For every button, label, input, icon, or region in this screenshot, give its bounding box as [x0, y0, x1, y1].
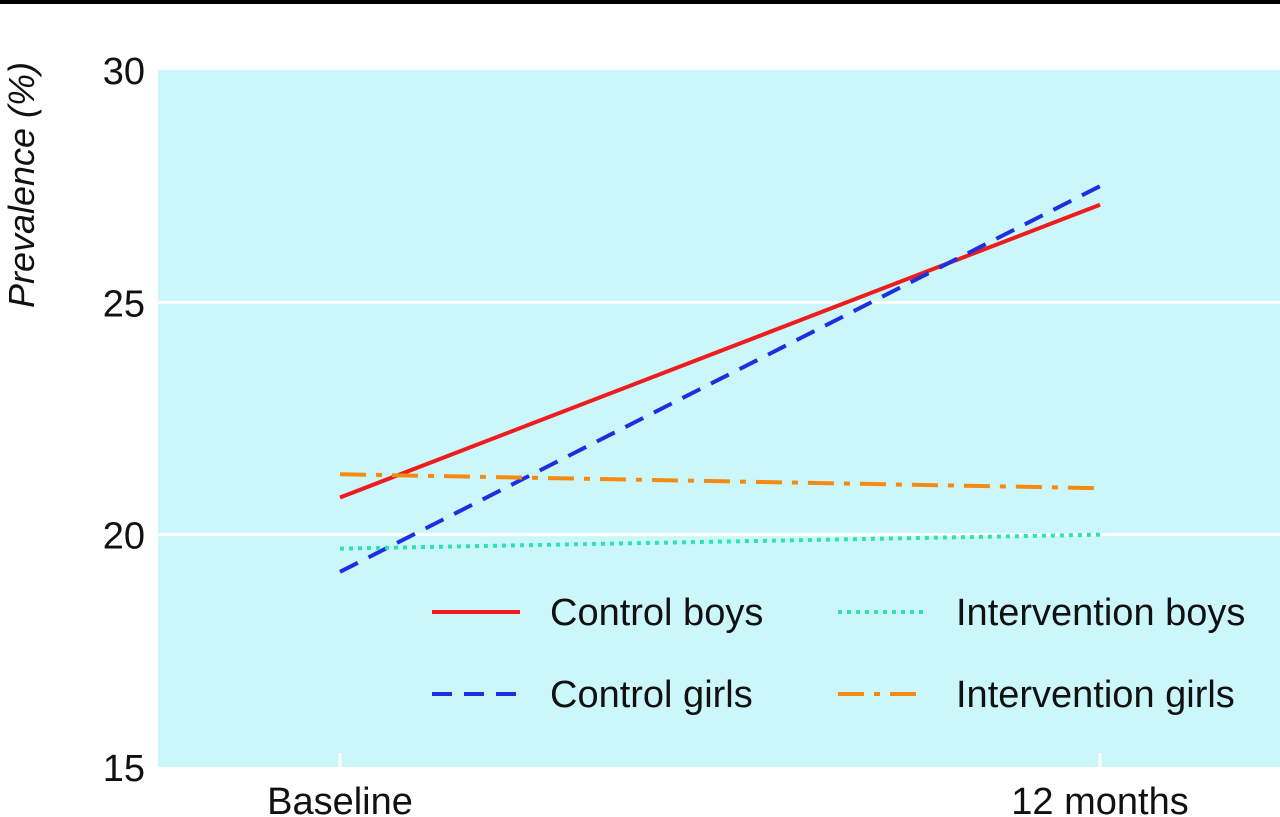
legend-label: Intervention boys: [956, 592, 1245, 634]
y-tick-label: 30: [103, 51, 145, 93]
grid: [158, 300, 1280, 537]
series-line: [339, 532, 1101, 551]
series-line: [339, 472, 1101, 491]
y-axis-title: Prevalence (%): [1, 62, 42, 308]
y-tick-label: 15: [103, 748, 145, 790]
x-tick-labels: Baseline 12 months: [267, 781, 1189, 817]
x-tick-label: Baseline: [267, 781, 413, 817]
y-tick-label: 25: [103, 283, 145, 325]
series-line: [339, 184, 1101, 574]
x-ticks: [338, 753, 1102, 767]
series-lines: [339, 184, 1101, 574]
y-tick-label: 20: [103, 516, 145, 558]
x-tick-label: 12 months: [1011, 781, 1188, 817]
legend-label: Control girls: [550, 674, 753, 716]
legend: Control boys Control girls Intervention bo…: [432, 592, 1245, 716]
top-rule: [0, 0, 1280, 4]
legend-label: Intervention girls: [956, 674, 1235, 716]
series-line: [339, 202, 1101, 500]
legend-label: Control boys: [550, 592, 763, 634]
plot-area: [158, 70, 1280, 767]
y-tick-labels: 15 20 25 30: [103, 51, 145, 790]
